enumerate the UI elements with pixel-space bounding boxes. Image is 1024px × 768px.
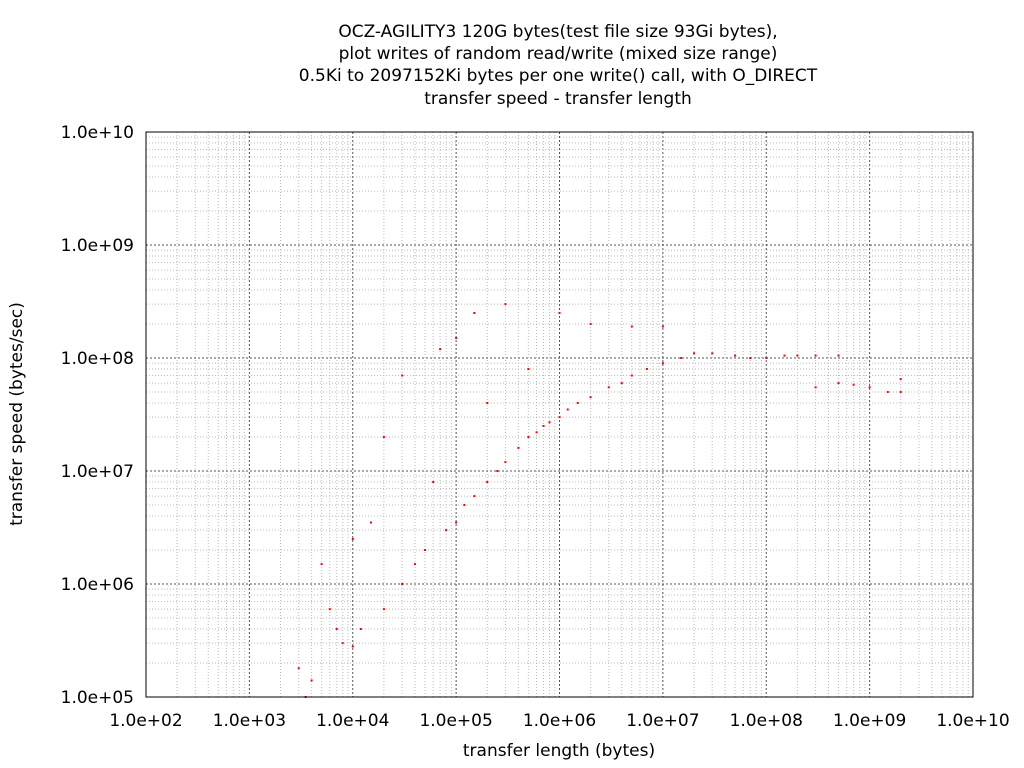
y-tick-label: 1.0e+07 xyxy=(61,462,134,482)
data-point xyxy=(297,667,300,670)
data-point xyxy=(517,446,520,449)
x-tick-label: 1.0e+03 xyxy=(213,711,286,731)
data-point xyxy=(899,391,902,393)
data-point xyxy=(382,436,385,438)
data-point xyxy=(401,374,404,377)
data-point xyxy=(424,549,426,551)
data-point xyxy=(341,642,344,645)
x-axis-label: transfer length (bytes) xyxy=(463,741,655,761)
data-point xyxy=(455,521,458,524)
data-point xyxy=(765,357,768,359)
data-point xyxy=(661,362,664,365)
data-point xyxy=(382,608,385,611)
x-tick-label: 1.0e+05 xyxy=(419,711,492,731)
data-point xyxy=(645,368,648,370)
x-tick-label: 1.0e+08 xyxy=(730,711,803,731)
data-point xyxy=(814,354,817,357)
data-point xyxy=(886,391,889,393)
data-point xyxy=(837,382,840,385)
y-tick-label: 1.0e+08 xyxy=(61,349,134,369)
data-point xyxy=(320,563,323,566)
plot-frame xyxy=(145,131,974,698)
data-point xyxy=(370,521,372,524)
data-point xyxy=(445,529,448,532)
data-point xyxy=(527,436,530,438)
y-tick-label: 1.0e+09 xyxy=(61,236,134,256)
data-point xyxy=(535,431,538,434)
data-point xyxy=(504,303,507,306)
data-point xyxy=(558,312,561,314)
data-point xyxy=(749,357,752,359)
data-point xyxy=(328,608,331,611)
data-point xyxy=(680,357,683,359)
grid xyxy=(146,132,973,697)
data-point xyxy=(351,645,354,648)
x-tick-label: 1.0e+10 xyxy=(936,711,1009,731)
data-point xyxy=(414,563,416,566)
y-tick-labels: 1.0e+05 1.0e+06 1.0e+07 1.0e+08 1.0e+09 1.0e+… xyxy=(61,123,134,708)
data-point xyxy=(783,354,786,357)
y-tick-label: 1.0e+05 xyxy=(61,688,134,708)
x-tick-label: 1.0e+02 xyxy=(109,711,182,731)
data-point xyxy=(576,402,579,404)
data-point xyxy=(473,495,476,498)
data-point xyxy=(455,337,458,340)
data-point xyxy=(566,408,569,411)
data-point xyxy=(630,374,633,377)
y-tick-label: 1.0e+06 xyxy=(61,575,134,595)
data-point xyxy=(496,470,499,472)
data-point xyxy=(734,354,737,357)
data-point xyxy=(439,348,442,351)
data-point xyxy=(432,481,435,483)
y-axis-label: transfer speed (bytes/sec) xyxy=(7,302,27,526)
data-point xyxy=(463,504,466,506)
data-point xyxy=(620,382,623,385)
x-tick-label: 1.0e+06 xyxy=(523,711,596,731)
chart-title: OCZ-AGILITY3 120G bytes(test file size 9… xyxy=(299,22,818,109)
data-point xyxy=(868,386,871,389)
title-line-1: OCZ-AGILITY3 120G bytes(test file size 9… xyxy=(338,22,777,42)
data-point xyxy=(335,628,338,630)
data-point xyxy=(359,628,362,630)
data-point xyxy=(607,386,610,389)
title-line-4: transfer speed - transfer length xyxy=(424,89,692,109)
data-point xyxy=(504,461,507,464)
x-tick-labels: 1.0e+02 1.0e+03 1.0e+04 1.0e+05 1.0e+06 1.0e+… xyxy=(109,711,1009,731)
data-point xyxy=(661,325,664,328)
data-point xyxy=(486,402,489,404)
data-point xyxy=(814,386,817,389)
data-point xyxy=(693,352,695,355)
data-point xyxy=(899,378,902,381)
data-point xyxy=(310,679,313,682)
data-point xyxy=(711,352,714,355)
data-point xyxy=(401,583,404,585)
title-line-2: plot writes of random read/write (mixed … xyxy=(339,44,778,64)
data-point xyxy=(558,416,561,419)
data-point xyxy=(527,368,530,370)
data-point xyxy=(837,354,840,357)
data-point xyxy=(548,421,551,424)
data-point xyxy=(473,312,476,314)
data-point xyxy=(630,325,633,328)
data-point xyxy=(796,354,799,357)
x-tick-label: 1.0e+07 xyxy=(626,711,699,731)
x-tick-label: 1.0e+04 xyxy=(316,711,389,731)
data-points xyxy=(297,303,902,698)
data-point xyxy=(351,538,354,540)
title-line-3: 0.5Ki to 2097152Ki bytes per one write()… xyxy=(299,66,818,86)
data-point xyxy=(589,396,592,399)
x-tick-label: 1.0e+09 xyxy=(833,711,906,731)
data-point xyxy=(589,323,592,325)
data-point xyxy=(852,383,855,386)
data-point xyxy=(486,481,489,483)
data-point xyxy=(542,425,545,427)
y-tick-label: 1.0e+10 xyxy=(61,123,134,143)
